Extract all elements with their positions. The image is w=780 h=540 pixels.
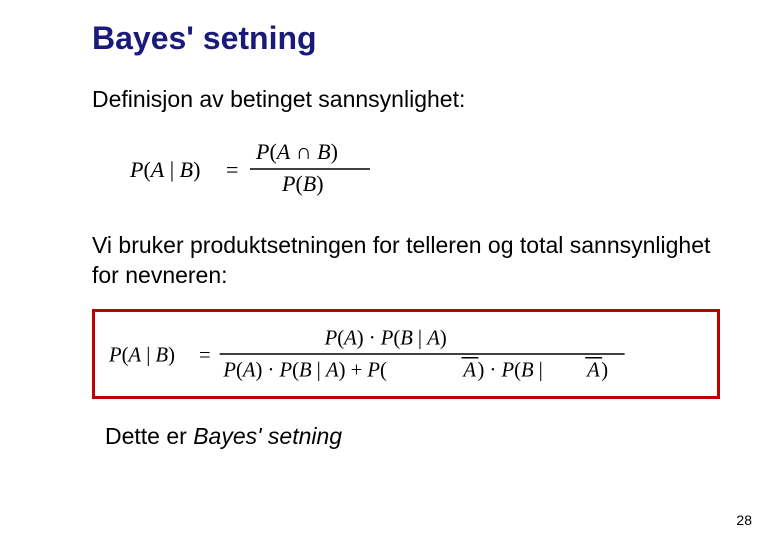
svg-text:A: A — [585, 359, 600, 381]
svg-text:=: = — [199, 344, 211, 366]
svg-text:): ) — [601, 359, 608, 381]
svg-text:) · P(B |: ) · P(B | — [477, 359, 542, 381]
conclusion-prefix: Dette er — [105, 423, 193, 449]
definition-text: Definisjon av betinget sannsynlighet: — [92, 85, 720, 115]
svg-text:P(A | B): P(A | B) — [109, 344, 175, 366]
formula-bayes: P(A | B) = P(A) · P(B | A) P(A) · P(B | … — [109, 324, 703, 384]
bayes-formula-box: P(A | B) = P(A) · P(B | A) P(A) · P(B | … — [92, 309, 720, 399]
conclusion-text: Dette er Bayes' setning — [105, 423, 780, 450]
svg-text:P(B): P(B) — [281, 171, 324, 196]
svg-text:P(A | B): P(A | B) — [130, 157, 200, 182]
explanation-text: Vi bruker produktsetningen for telleren … — [92, 231, 720, 291]
page-number: 28 — [736, 512, 752, 528]
svg-text:P(A ∩ B): P(A ∩ B) — [255, 139, 338, 164]
formula-conditional-probability: P(A | B) = P(A ∩ B) P(B) — [130, 137, 780, 201]
svg-text:A: A — [461, 359, 476, 381]
svg-text:=: = — [226, 157, 238, 182]
slide-title: Bayes' setning — [92, 20, 780, 57]
slide: Bayes' setning Definisjon av betinget sa… — [0, 0, 780, 540]
svg-text:P(A) · P(B | A): P(A) · P(B | A) — [324, 327, 447, 349]
conclusion-italic: Bayes' setning — [193, 423, 342, 449]
svg-text:P(A) · P(B | A) + P(: P(A) · P(B | A) + P( — [222, 359, 387, 381]
